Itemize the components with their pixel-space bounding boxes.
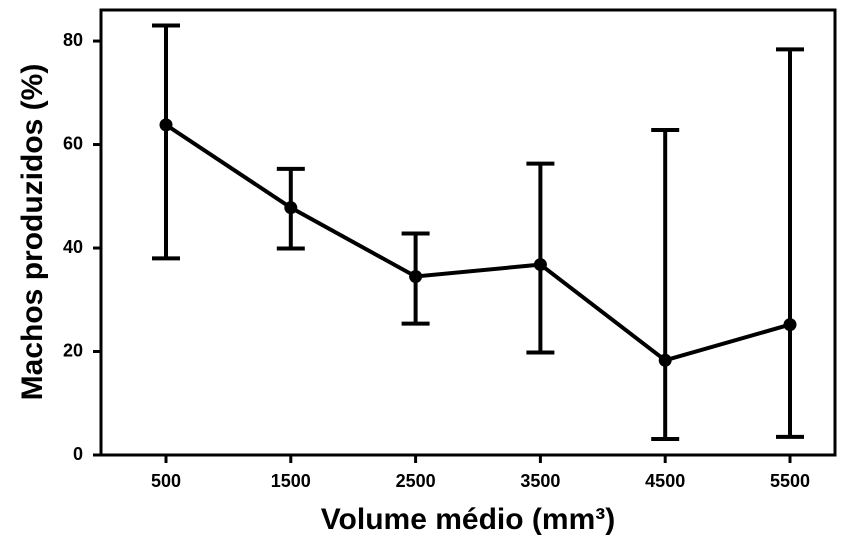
y-tick-label: 80 bbox=[63, 30, 83, 50]
plot-frame bbox=[99, 8, 837, 457]
y-tick-label: 0 bbox=[73, 444, 83, 464]
error-bar bbox=[776, 47, 804, 439]
x-tick-label: 1500 bbox=[271, 471, 311, 491]
y-tick-label: 40 bbox=[63, 237, 83, 257]
data-point bbox=[533, 258, 547, 272]
data-line bbox=[164, 123, 791, 363]
x-tick-label: 4500 bbox=[645, 471, 685, 491]
x-tick-label: 3500 bbox=[520, 471, 560, 491]
data-point bbox=[658, 353, 672, 367]
y-axis-title: Machos produzidos (%) bbox=[16, 64, 49, 401]
error-bar bbox=[152, 23, 180, 261]
data-point bbox=[409, 269, 423, 283]
y-tick-label: 20 bbox=[63, 340, 83, 360]
x-tick-label: 2500 bbox=[396, 471, 436, 491]
y-tick-label: 60 bbox=[63, 133, 83, 153]
x-axis-title: Volume médio (mm³) bbox=[321, 503, 615, 536]
data-point bbox=[159, 118, 173, 132]
data-point bbox=[783, 318, 797, 332]
x-tick-label: 500 bbox=[151, 471, 181, 491]
data-point bbox=[284, 201, 298, 215]
x-tick-label: 5500 bbox=[770, 471, 810, 491]
error-bar bbox=[651, 128, 680, 441]
